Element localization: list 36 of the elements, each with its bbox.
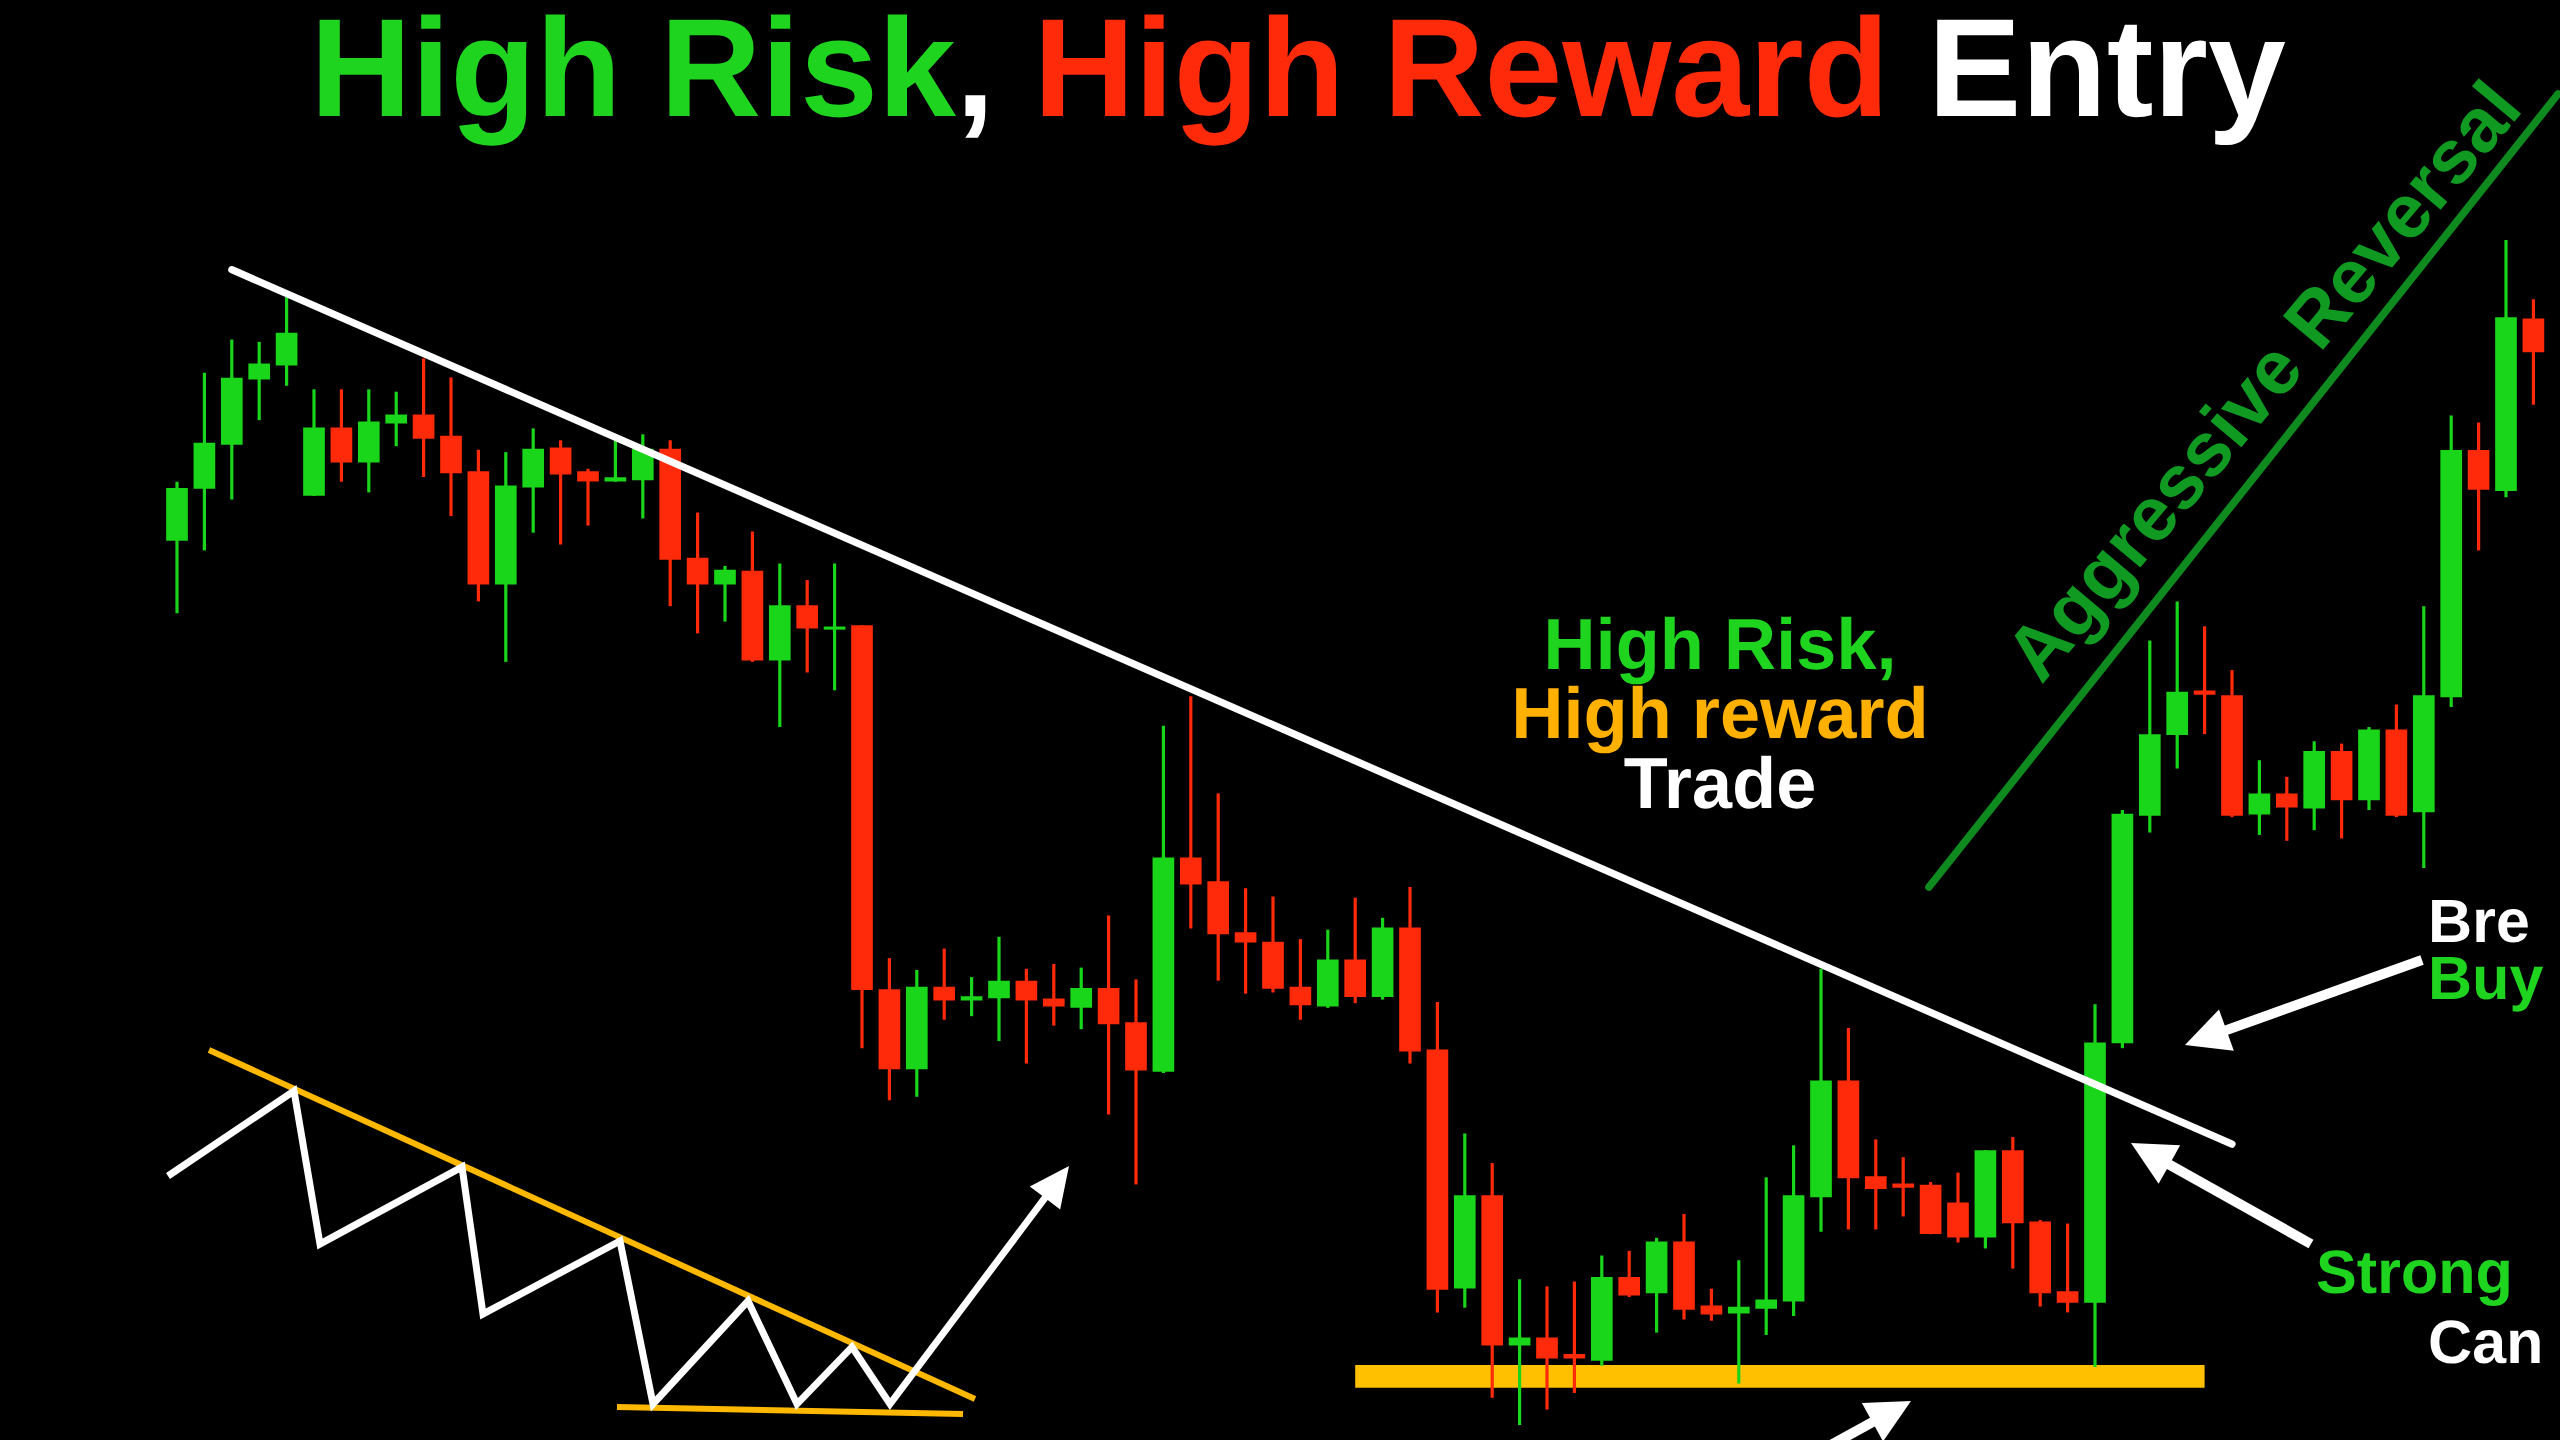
candlestick — [1070, 967, 1093, 1030]
annotation: Bre — [2432, 899, 2528, 943]
candlestick — [1563, 1281, 1586, 1393]
candlestick — [1289, 939, 1312, 1020]
candlestick — [2056, 1223, 2079, 1313]
annotation: Trade — [1624, 755, 1814, 809]
candlestick — [385, 391, 408, 448]
annotation: Buy — [2432, 956, 2544, 1012]
candlestick — [1042, 964, 1065, 1026]
candlestick — [960, 977, 983, 1018]
candlestick — [2248, 760, 2271, 835]
candlestick — [412, 358, 435, 477]
candlestick — [604, 440, 627, 482]
candlestick — [1234, 888, 1257, 994]
chart-title: High Risk, High Reward Entry — [319, 14, 2286, 146]
candlestick — [248, 340, 271, 422]
candlestick — [1864, 1139, 1887, 1230]
candlestick — [1015, 968, 1038, 1064]
annotation: Strong — [2317, 1250, 2509, 1306]
annotation: High Risk, — [1548, 616, 1892, 685]
candlestick — [577, 468, 599, 526]
candlestick — [933, 948, 956, 1020]
candlestick — [1700, 1288, 1723, 1321]
candlestick — [1727, 1260, 1750, 1384]
candlestick — [714, 564, 736, 622]
candlestick — [1755, 1177, 1778, 1335]
annotation: High reward — [1516, 685, 1924, 754]
candlestick — [1536, 1286, 1558, 1410]
candlestick — [796, 580, 819, 673]
candlestick — [988, 936, 1010, 1043]
candlestick — [1179, 696, 1202, 929]
candlestick — [1892, 1157, 1915, 1217]
candlestick — [1618, 1249, 1641, 1298]
candlestick — [2275, 775, 2298, 841]
candlestick — [823, 563, 846, 691]
annotation: Can — [2430, 1320, 2540, 1364]
